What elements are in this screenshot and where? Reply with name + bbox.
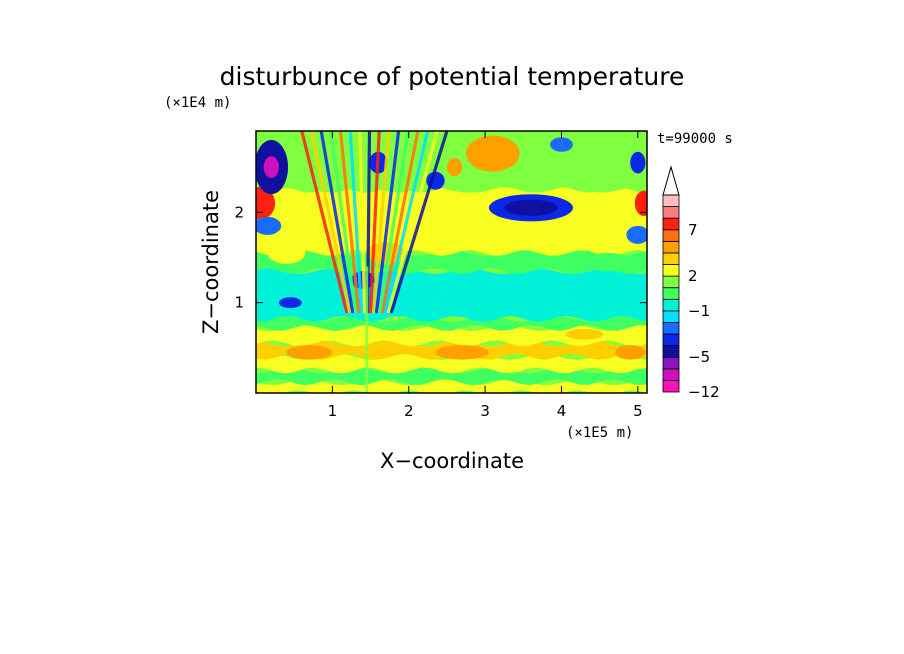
wave-stripe [369,131,381,314]
colorbar-segment [662,322,680,335]
wave-stripe [319,131,355,314]
contour-blob-8 [626,225,647,244]
contour-blob-7 [634,190,647,216]
wave-stripe [375,131,401,314]
contour-blob-23 [267,242,306,264]
wave-stripe [338,131,361,314]
y-axis-title: Z−coordinate [199,190,223,334]
contour-blob-20 [614,345,646,360]
colorbar-segment [662,298,680,312]
contour-blob-15 [278,297,302,309]
x-tick-label: 3 [480,402,490,420]
wave-stripe [300,131,349,314]
colorbar-segment [662,206,680,219]
contour-blob-13 [446,158,463,177]
wave-stripe [384,131,430,314]
contour-blob-21 [565,328,604,340]
colorbar-label: 7 [688,221,698,239]
colorbar-segment [662,356,680,370]
wave-stripe [378,131,410,314]
colorbar-extend-arrow [662,165,680,196]
contour-blob-10 [550,137,573,152]
wave-stripe [387,131,439,314]
x-tick-label: 5 [633,402,643,420]
y-axis: 12 [234,203,647,312]
contour-blob-16 [584,252,631,272]
x-tick-label: 2 [404,402,414,420]
contour-blob-5 [504,199,558,216]
colorbar-segment [662,252,680,265]
colorbar-segment [662,229,680,242]
contour-blob-2 [263,156,279,178]
contour-blob-22 [401,288,432,300]
wave-stripe [381,131,420,314]
colorbar-segment [662,310,680,323]
band-surface [256,379,647,393]
band-yellow [256,325,647,347]
x-axis-title: X−coordinate [380,449,524,473]
colorbar-label: −5 [688,348,710,366]
time-label: t=99000 s [657,131,733,147]
plot-area [256,131,647,393]
colorbar: 7 2 −1 −5 −12 [662,165,720,401]
wave-stripe [348,131,364,314]
colorbar-segment [662,264,680,277]
contour-blob-9 [630,151,646,174]
colorbar-segment [662,194,680,207]
contour-blob-18 [435,345,489,360]
band-yellow-upper [256,186,647,256]
colorbar-segment [662,275,680,289]
y-tick-label: 1 [234,294,244,312]
colorbar-segment [662,345,680,358]
wave-stripe [358,131,367,314]
y-tick-label: 2 [234,203,244,221]
colorbar-segment [662,368,680,381]
x-tick-label: 1 [328,402,338,420]
x-tick-label: 4 [557,402,567,420]
y-axis-units: (×1E4 m) [164,95,231,111]
chart-title: disturbunce of potential temperature [220,62,685,91]
colorbar-segment [662,240,680,254]
colorbar-segment [662,287,680,300]
colorbar-label: −1 [688,302,710,320]
colorbar-segment [662,380,680,393]
wave-stripe [309,131,352,314]
contour-blob-0 [256,187,276,220]
contour-blob-19 [286,345,333,360]
colorbar-segment [662,217,680,231]
band-cyan [256,268,647,322]
colorbar-segment [662,333,680,347]
plot-frame [255,130,648,394]
wave-stripe [329,131,358,314]
wave-stripe [372,131,391,314]
x-axis-units: (×1E5 m) [566,425,633,441]
colorbar-label: −12 [688,383,720,401]
contour-blob-6 [466,135,520,172]
band-low-green [256,367,647,386]
x-axis: 1 2 3 4 5 [328,131,643,420]
colorbar-label: 2 [688,267,698,285]
wave-stripe [390,131,449,314]
contour-blob-3 [256,216,282,235]
